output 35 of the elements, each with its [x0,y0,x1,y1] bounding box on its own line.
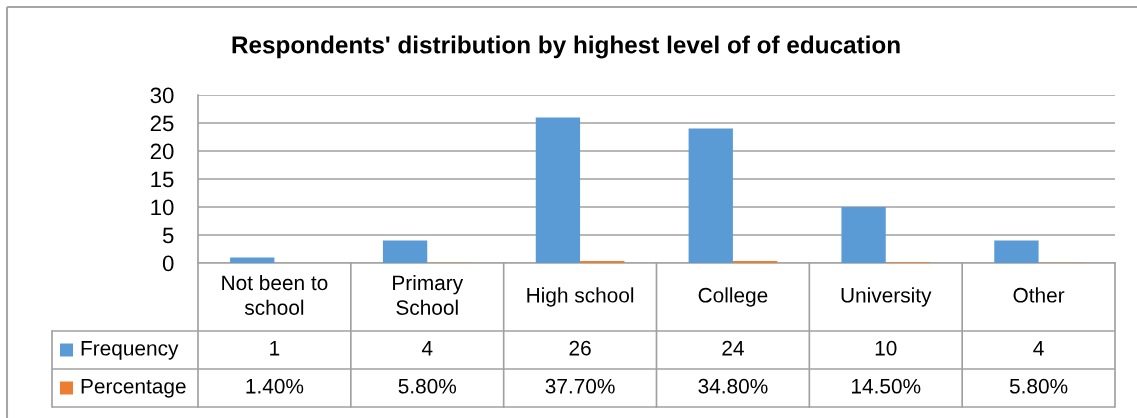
y-tick-label: 20 [150,143,174,160]
data-label: 26 [569,340,591,356]
x-tick-label: Not been to school [222,274,328,315]
chart-title: Respondents' distribution by highest level of of education [232,35,900,59]
legend-label: Frequency [81,341,179,360]
bar [841,207,886,263]
legend-label: Percentage [81,379,186,398]
x-tick-label: Primary School [393,274,464,315]
data-label: 5.80% [398,378,457,394]
bar [535,117,581,263]
y-tick-label: 30 [150,87,174,104]
data-label: 1 [270,341,280,356]
bar [580,260,625,263]
bar [688,128,733,263]
x-tick-label: High school [527,287,634,307]
data-label: 10 [875,340,897,356]
data-label: 14.50% [852,378,921,394]
x-tick-label: Other [1013,287,1065,303]
x-tick-label: University [841,287,932,307]
y-tick-label: 15 [151,171,174,188]
data-label: 1.40% [246,378,304,394]
y-tick-label: 5 [162,227,174,244]
y-tick-label: 25 [150,115,174,132]
bar [382,240,428,263]
y-tick-label: 10 [151,199,174,216]
data-label: 34.80% [698,378,768,394]
bar [230,257,275,263]
data-label: 37.70% [545,378,615,394]
data-label: 24 [722,340,744,356]
data-label: 4 [1033,341,1044,356]
bar [994,240,1039,263]
data-label: 4 [421,341,433,356]
data-label: 5.80% [1009,378,1068,394]
x-tick-label: College [698,287,768,307]
y-tick-label: 0 [162,255,174,272]
